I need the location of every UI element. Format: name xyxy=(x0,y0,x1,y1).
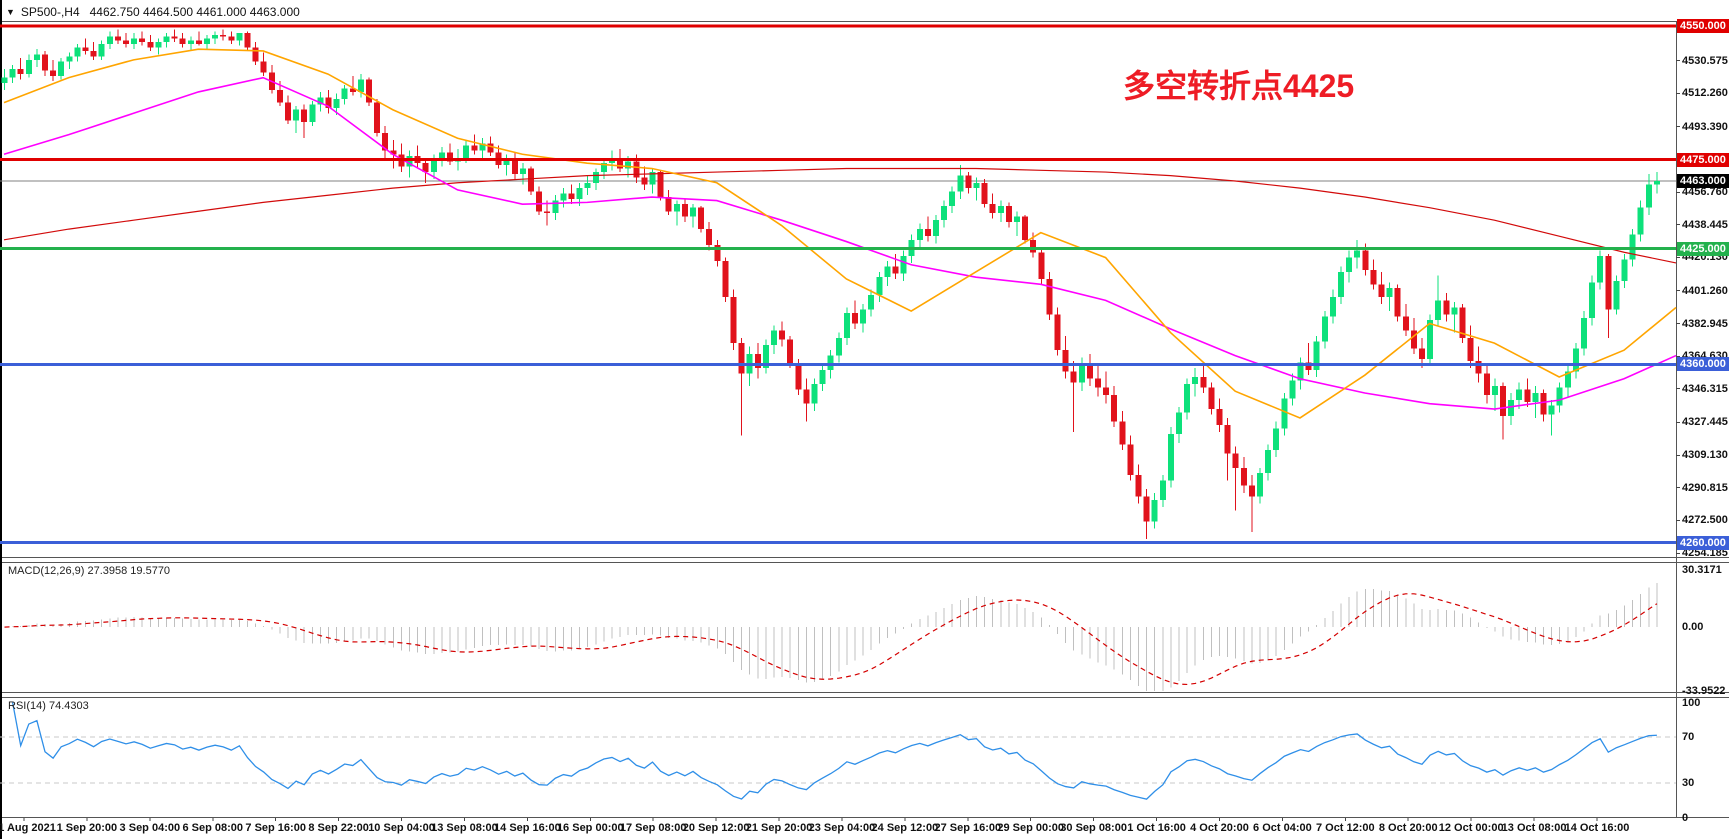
price-level-badge: 4550.000 xyxy=(1677,19,1729,33)
time-axis-label: 6 Oct 04:00 xyxy=(1253,822,1312,834)
time-axis-label: 1 Oct 16:00 xyxy=(1127,822,1186,834)
macd-histogram xyxy=(12,582,1658,691)
price-tick xyxy=(1676,552,1680,554)
rsi-scale-label: 30 xyxy=(1682,777,1695,789)
time-axis-label: 29 Sep 00:00 xyxy=(997,822,1065,834)
time-axis-label: 4 Oct 20:00 xyxy=(1190,822,1249,834)
price-tick xyxy=(1676,355,1680,357)
price-axis-label: 4401.260 xyxy=(1682,284,1728,297)
price-axis-label: 4327.445 xyxy=(1682,416,1728,429)
macd-scale-label: 30.3171 xyxy=(1682,564,1722,577)
price-tick xyxy=(1676,191,1680,193)
time-axis-label: 16 Sep 00:00 xyxy=(556,822,624,834)
time-axis-label: 23 Sep 04:00 xyxy=(808,822,876,834)
price-axis-label: 4272.500 xyxy=(1682,514,1728,527)
symbol-period-label: SP500-,H4 xyxy=(20,5,80,19)
price-tick xyxy=(1676,454,1680,456)
price-axis-label: 4309.130 xyxy=(1682,449,1728,462)
macd-scale-label: 0.00 xyxy=(1682,621,1704,634)
time-axis-label: 7 Sep 16:00 xyxy=(245,822,306,834)
price-axis-label: 4530.575 xyxy=(1682,54,1728,67)
price-axis-label: 4456.760 xyxy=(1682,186,1728,199)
time-axis-label: 24 Sep 12:00 xyxy=(871,822,939,834)
time-axis-label: 13 Sep 08:00 xyxy=(431,822,498,834)
time-axis-label: 21 Sep 20:00 xyxy=(745,822,813,834)
rsi-scale-label: 0 xyxy=(1682,811,1689,824)
price-axis-label: 4254.185 xyxy=(1682,547,1728,559)
price-axis-label: 4290.815 xyxy=(1682,481,1728,494)
rsi-line xyxy=(11,702,1657,800)
time-axis-label: 13 Oct 08:00 xyxy=(1501,822,1567,834)
macd-indicator-label: MACD(12,26,9) 27.3958 19.5770 xyxy=(8,565,171,577)
price-tick xyxy=(1676,126,1680,128)
time-axis-label: 12 Oct 00:00 xyxy=(1438,822,1504,834)
price-tick xyxy=(1676,60,1680,62)
ohlc-values-label: 4462.750 4464.500 4461.000 4463.000 xyxy=(89,5,300,19)
price-level-badge: 4360.000 xyxy=(1677,357,1729,372)
ma-mid-magenta xyxy=(3,76,1677,410)
rsi-indicator-label: RSI(14) 74.4303 xyxy=(8,700,89,712)
price-tick xyxy=(1676,519,1680,521)
price-level-badge: 4260.000 xyxy=(1677,535,1729,550)
time-axis-label: 6 Sep 08:00 xyxy=(182,822,244,834)
price-axis-label: 4512.260 xyxy=(1682,87,1728,100)
current-price-badge: 4463.000 xyxy=(1677,173,1729,188)
time-axis-label: 30 Sep 08:00 xyxy=(1060,822,1127,834)
time-axis-label: 14 Oct 16:00 xyxy=(1564,822,1630,834)
macd-scale-label: -33.9522 xyxy=(1682,685,1726,697)
price-tick xyxy=(1676,421,1680,423)
price-tick xyxy=(1676,224,1680,226)
time-axis-label: 14 Sep 16:00 xyxy=(494,822,561,834)
price-axis-label: 4438.445 xyxy=(1682,218,1728,231)
chevron-down-icon[interactable]: ▼ xyxy=(6,7,15,17)
annotation-text[interactable]: 多空转折点4425 xyxy=(1123,68,1355,104)
time-axis-label: 10 Sep 04:00 xyxy=(368,822,435,834)
rsi-scale-label: 70 xyxy=(1682,731,1695,743)
price-axis-label: 4346.315 xyxy=(1682,382,1728,395)
time-axis-label: 1 Sep 20:00 xyxy=(56,822,118,834)
time-axis-label: 8 Sep 22:00 xyxy=(308,822,369,834)
time-axis-label: 7 Oct 12:00 xyxy=(1315,822,1375,834)
candles-group xyxy=(1,29,1660,540)
price-tick xyxy=(1676,388,1680,390)
price-level-badge: 4425.000 xyxy=(1677,241,1729,256)
time-axis-label: 31 Aug 2021 xyxy=(0,822,56,834)
chart-title-bar: ▼ SP500-,H4 4462.750 4464.500 4461.000 4… xyxy=(6,4,300,20)
price-tick xyxy=(1676,92,1680,94)
time-axis-label: 17 Sep 08:00 xyxy=(619,822,687,834)
macd-signal-line xyxy=(4,593,1658,686)
price-axis-label: 4493.390 xyxy=(1682,120,1728,133)
time-axis-label: 8 Oct 20:00 xyxy=(1378,822,1438,834)
rsi-scale-label: 100 xyxy=(1682,696,1701,709)
time-axis-label: 27 Sep 16:00 xyxy=(934,822,1002,834)
price-tick xyxy=(1676,487,1680,489)
ma-fast-orange xyxy=(3,48,1677,419)
time-axis-label: 3 Sep 04:00 xyxy=(119,822,181,834)
price-tick xyxy=(1676,290,1680,292)
price-tick xyxy=(1676,323,1680,325)
ma-slow-red xyxy=(3,167,1677,264)
price-tick xyxy=(1676,256,1680,258)
price-axis-label: 4382.945 xyxy=(1682,317,1728,330)
price-level-badge: 4475.000 xyxy=(1677,152,1729,167)
time-axis-label: 20 Sep 12:00 xyxy=(682,822,750,834)
